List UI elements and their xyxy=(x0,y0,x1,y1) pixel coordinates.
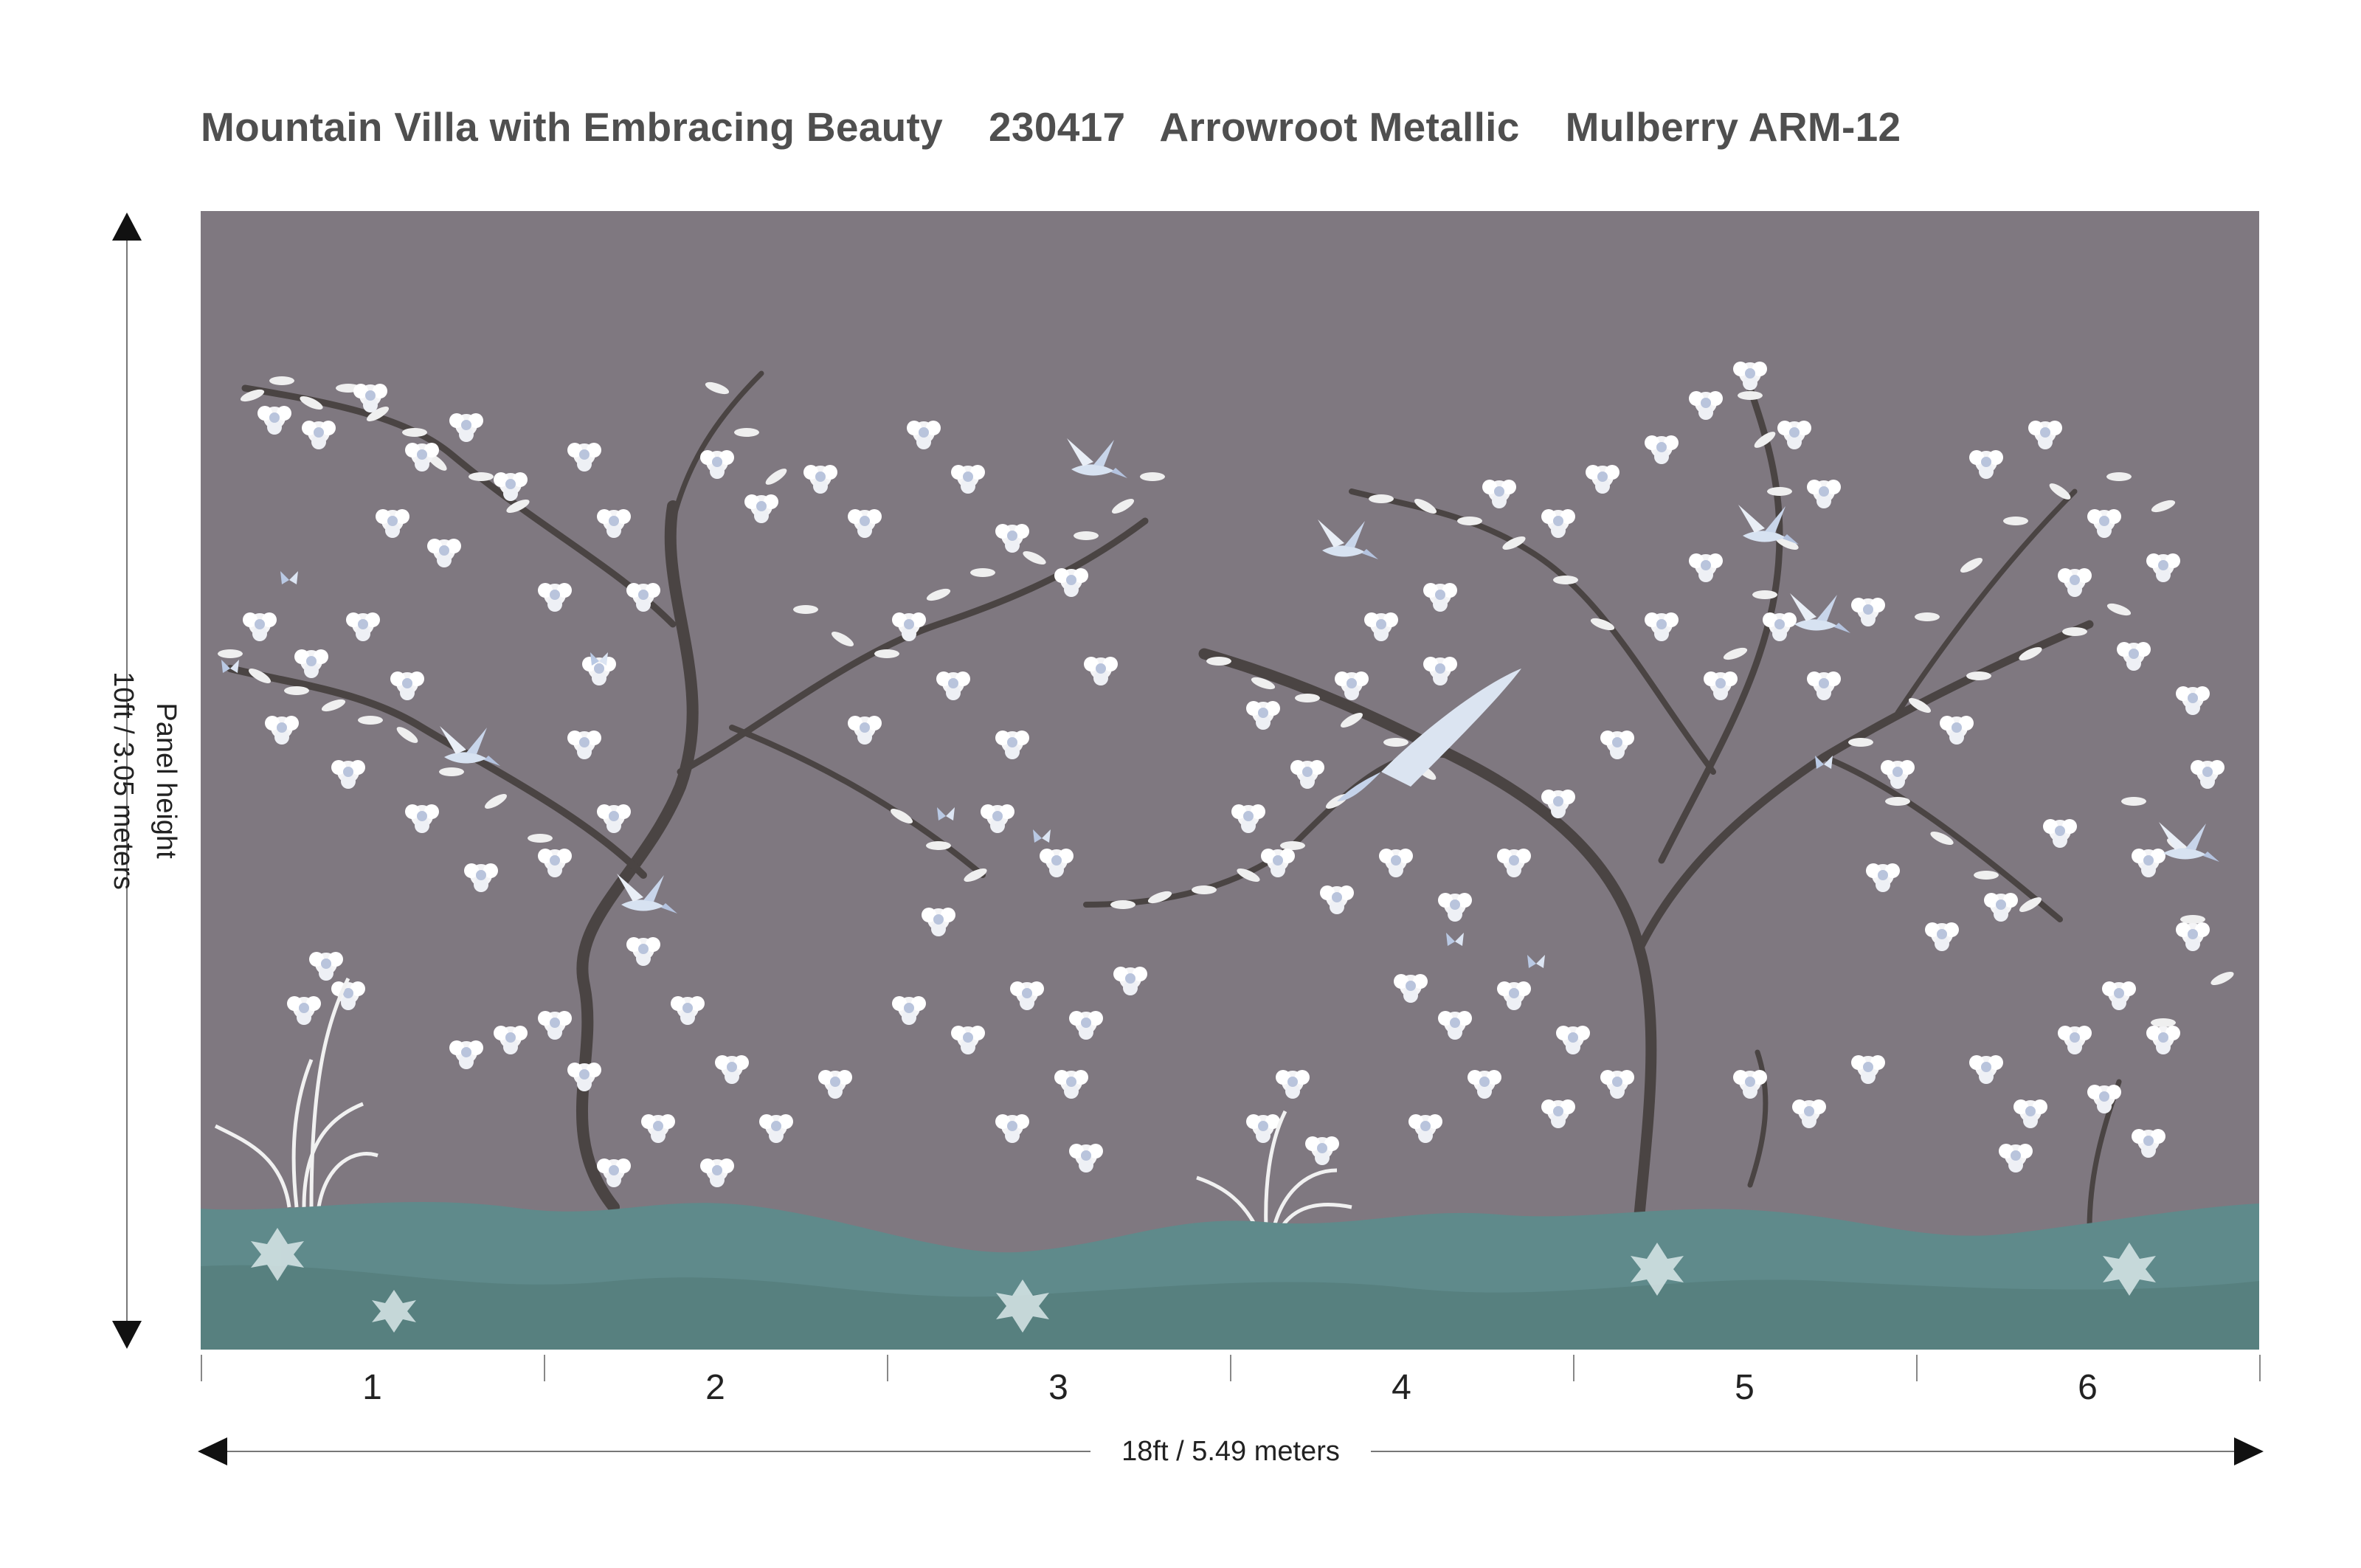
mural-illustration xyxy=(201,211,2259,1350)
panel-number: 3 xyxy=(1048,1368,1068,1407)
panel-number: 4 xyxy=(1392,1368,1411,1407)
panel-number: 2 xyxy=(705,1368,725,1407)
height-arrow xyxy=(112,213,142,1349)
height-caption: Panel height xyxy=(151,702,182,859)
title-row: Mountain Villa with Embracing Beauty 230… xyxy=(201,97,1901,156)
ground-flowers xyxy=(251,1228,2156,1333)
panel-number: 5 xyxy=(1735,1368,1755,1407)
pattern-name: Mountain Villa with Embracing Beauty xyxy=(201,104,944,150)
panel-numbers: 1 2 3 4 5 6 xyxy=(201,1362,2259,1414)
width-label: 18ft / 5.49 meters xyxy=(1090,1430,1371,1473)
collection-name: Arrowroot Metallic xyxy=(1159,104,1520,150)
mural-artwork xyxy=(201,211,2259,1350)
panel-number: 1 xyxy=(362,1368,382,1407)
height-value: 10ft / 3.05 meters xyxy=(108,671,139,890)
ground-foreground xyxy=(201,1265,2259,1350)
panel-number: 6 xyxy=(2078,1368,2098,1407)
pattern-code: 230417 xyxy=(989,104,1126,150)
panel-ruler xyxy=(201,1355,2261,1381)
colorway-name: Mulberry ARM-12 xyxy=(1565,104,1901,150)
birds xyxy=(440,438,2219,913)
